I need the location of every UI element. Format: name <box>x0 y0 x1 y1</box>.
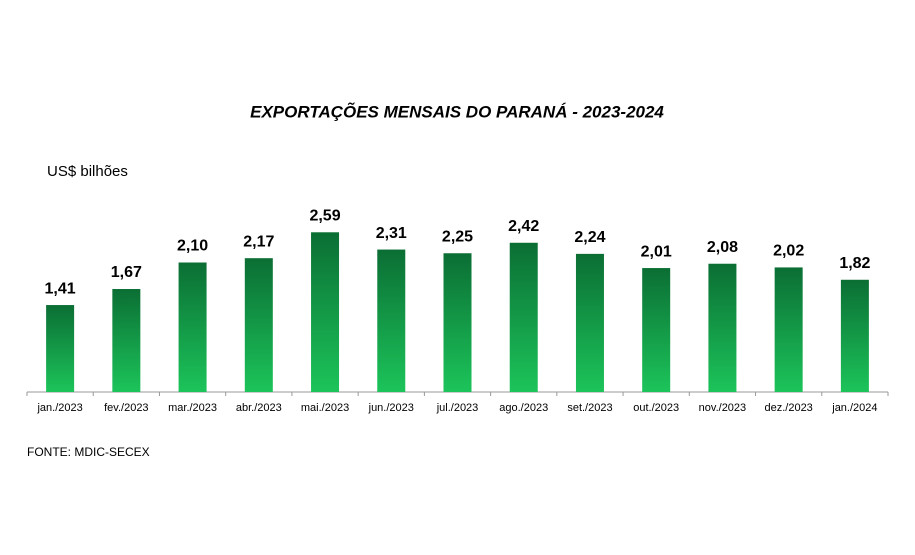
x-tick-label: nov./2023 <box>699 402 747 414</box>
value-label: 2,01 <box>641 243 672 260</box>
bar <box>774 267 803 392</box>
bar <box>244 258 273 392</box>
x-tick-label: out./2023 <box>633 402 679 414</box>
chart-title: EXPORTAÇÕES MENSAIS DO PARANÁ - 2023-202… <box>250 101 664 121</box>
bar <box>112 289 141 392</box>
bar <box>708 263 737 392</box>
x-tick-label: ago./2023 <box>499 402 548 414</box>
x-tick-label: fev./2023 <box>104 402 148 414</box>
value-label: 2,25 <box>442 228 473 245</box>
value-label: 1,41 <box>45 280 76 297</box>
bar <box>46 305 75 392</box>
x-tick-label: mar./2023 <box>168 402 217 414</box>
bar <box>443 253 472 392</box>
value-label: 2,24 <box>574 229 605 246</box>
y-axis-label: US$ bilhões <box>47 163 128 180</box>
bar <box>840 279 869 392</box>
bar <box>642 268 671 392</box>
x-tick-label: jan./2024 <box>831 402 877 414</box>
x-tick-label: jun./2023 <box>368 402 414 414</box>
x-tick-label: jan./2023 <box>36 402 82 414</box>
value-label: 2,08 <box>707 239 738 256</box>
source-note: FONTE: MDIC-SECEX <box>27 445 150 459</box>
value-label: 2,31 <box>376 225 407 242</box>
bar <box>509 242 538 392</box>
value-label: 1,67 <box>111 264 142 281</box>
value-label: 2,10 <box>177 238 208 255</box>
value-label: 1,82 <box>839 255 870 272</box>
bar <box>178 262 207 392</box>
x-tick-label: dez./2023 <box>764 402 812 414</box>
value-label: 2,17 <box>243 233 274 250</box>
value-label: 2,59 <box>309 208 340 225</box>
x-tick-label: set./2023 <box>567 402 612 414</box>
x-tick-label: mai./2023 <box>301 402 349 414</box>
value-label: 2,42 <box>508 218 539 235</box>
bar <box>311 232 340 392</box>
bar <box>377 249 406 392</box>
x-tick-label: jul./2023 <box>436 402 479 414</box>
bar <box>575 253 604 392</box>
value-label: 2,02 <box>773 243 804 260</box>
x-tick-label: abr./2023 <box>236 402 282 414</box>
